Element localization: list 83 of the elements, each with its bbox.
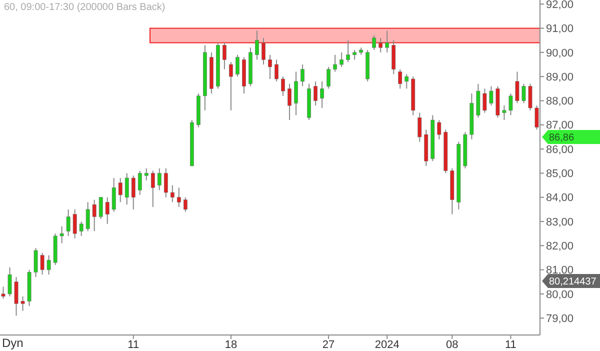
candlestick (170, 184, 174, 203)
candlestick (66, 208, 70, 236)
candlestick (164, 168, 168, 198)
candlestick (40, 252, 44, 276)
candlestick (131, 175, 136, 210)
y-tick-label: 91,00 (546, 23, 574, 36)
y-tick-label: 80,00 (546, 288, 574, 301)
x-tick-label: 11 (128, 339, 140, 351)
candlestick (144, 168, 148, 181)
candlestick (229, 62, 233, 111)
candlestick (14, 276, 18, 316)
candlestick (79, 220, 84, 236)
candlestick (437, 120, 442, 140)
candlestick (98, 196, 103, 220)
candlestick (20, 296, 25, 312)
candlestick (222, 42, 226, 70)
candlestick (34, 248, 38, 278)
candlestick (346, 40, 350, 63)
y-tick-label: 89,00 (546, 71, 574, 84)
candlestick (268, 54, 272, 80)
y-tick-label: 84,00 (546, 192, 574, 204)
candlestick (138, 170, 142, 196)
y-tick-label: 92,00 (546, 0, 574, 11)
candlestick (124, 172, 129, 206)
candlestick (60, 226, 64, 244)
candlestick (288, 83, 292, 121)
x-tick-label: 2024 (374, 339, 400, 351)
chart-title: 60, 09:00-17:30 (200000 Bars Back) (4, 2, 166, 13)
candlestick (385, 30, 390, 53)
x-tick-label: 11 (505, 339, 516, 351)
candlestick (352, 49, 357, 60)
text: 86,86 (549, 132, 574, 144)
candlestick (255, 30, 259, 60)
candlestick (515, 71, 520, 104)
candlestick (508, 92, 513, 116)
candlestick (326, 66, 330, 90)
x-tick-label: 27 (322, 339, 335, 351)
candlestick (8, 266, 12, 297)
candlestick (378, 37, 383, 53)
candlestick (398, 68, 402, 90)
y-tick-label: 90,00 (546, 47, 574, 60)
candlestick (150, 170, 155, 208)
candlestick (105, 196, 110, 224)
candlestick (281, 76, 285, 96)
y-tick-label: 85,00 (546, 168, 574, 180)
text: 80,214437 (549, 276, 597, 288)
candlestick (333, 54, 337, 72)
candlestick (112, 178, 116, 212)
x-tick-label: 08 (446, 339, 458, 351)
y-tick-label: 81,00 (546, 264, 574, 277)
candlestick (274, 59, 278, 82)
y-tick-label: 83,00 (546, 216, 574, 228)
candlestick (294, 71, 298, 116)
candlestick (320, 80, 324, 108)
candlestick (183, 196, 188, 212)
x-tick-label: 18 (224, 339, 238, 351)
candlestick (262, 37, 266, 65)
candlestick (522, 83, 526, 104)
candlestick (502, 105, 506, 121)
y-tick-label: 79,00 (546, 312, 574, 325)
text: Dyn (2, 336, 24, 350)
candlestick (92, 199, 96, 232)
candlestick (118, 178, 122, 203)
y-tick-label: 87,00 (546, 120, 574, 132)
candlestick (300, 64, 304, 87)
candlestick (314, 80, 318, 106)
candlestick (86, 202, 90, 232)
candlestick (157, 168, 162, 191)
candlestick (528, 83, 532, 111)
candlestick (340, 52, 344, 68)
y-tick-label: 88,00 (546, 96, 574, 108)
candlestick (176, 187, 181, 208)
y-tick-label: 82,00 (546, 240, 574, 252)
candlestick (482, 88, 487, 114)
candlestick (1, 286, 6, 300)
y-tick-label: 86,00 (546, 144, 574, 156)
candlestick (46, 254, 51, 276)
candlestick (236, 54, 240, 78)
candlestick (418, 112, 422, 142)
candlestick (372, 35, 376, 50)
candlestick (489, 86, 494, 106)
candlestick (404, 74, 409, 90)
candlestick (72, 208, 77, 239)
